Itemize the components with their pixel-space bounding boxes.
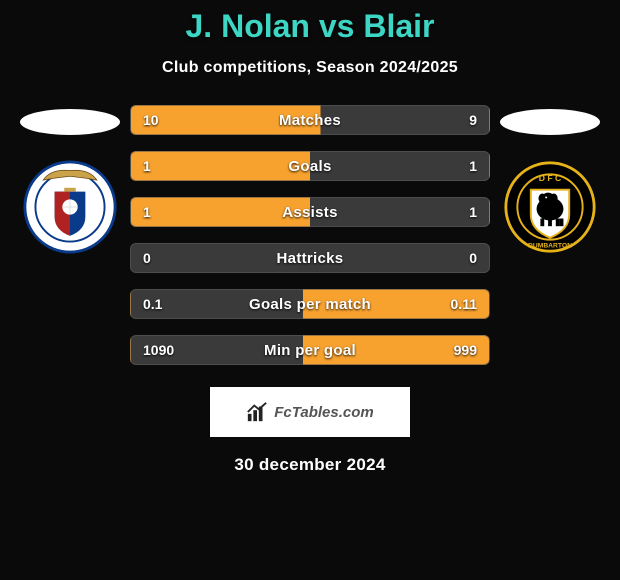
subtitle: Club competitions, Season 2024/2025 — [0, 59, 620, 77]
dumbarton-crest-icon: D F C DUMBARTON — [502, 159, 598, 255]
vs-label: vs — [319, 8, 355, 44]
player1-club-crest — [22, 159, 118, 255]
stat-bar: 1 Assists 1 — [130, 197, 490, 227]
stat-right-value: 0 — [433, 250, 477, 266]
stat-label: Matches — [279, 112, 341, 129]
player2-flag — [500, 109, 600, 135]
stat-left-value: 0.1 — [143, 296, 187, 312]
page-title: J. Nolan vs Blair — [0, 8, 620, 45]
stat-bar: 1090 Min per goal 999 — [130, 335, 490, 365]
right-column: D F C DUMBARTON — [490, 105, 610, 255]
stat-right-value: 1 — [433, 204, 477, 220]
stat-bar: 10 Matches 9 — [130, 105, 490, 135]
stat-label: Min per goal — [264, 342, 356, 359]
stat-label: Hattricks — [277, 250, 344, 267]
stat-left-value: 1 — [143, 204, 187, 220]
footer-text: FcTables.com — [274, 404, 373, 421]
comparison-card: J. Nolan vs Blair Club competitions, Sea… — [0, 0, 620, 580]
stat-bar: 1 Goals 1 — [130, 151, 490, 181]
stat-bar: 0.1 Goals per match 0.11 — [130, 289, 490, 319]
svg-text:D F C: D F C — [539, 173, 562, 183]
stat-left-value: 0 — [143, 250, 187, 266]
chart-icon — [246, 401, 268, 423]
player2-club-crest: D F C DUMBARTON — [502, 159, 598, 255]
stat-right-value: 999 — [433, 342, 477, 358]
inverness-crest-icon — [22, 159, 118, 255]
date-line: 30 december 2024 — [0, 455, 620, 475]
left-column — [10, 105, 130, 255]
stat-label: Goals — [288, 158, 331, 175]
stat-label: Goals per match — [249, 296, 371, 313]
stat-right-value: 9 — [433, 112, 477, 128]
main-row: 10Matches91Goals11Assists10Hattricks00.1… — [0, 105, 620, 365]
stats-column: 10Matches91Goals11Assists10Hattricks00.1… — [130, 105, 490, 365]
stat-label: Assists — [282, 204, 337, 221]
svg-text:DUMBARTON: DUMBARTON — [528, 242, 572, 249]
player1-flag — [20, 109, 120, 135]
stat-right-value: 0.11 — [433, 296, 477, 312]
footer-attribution[interactable]: FcTables.com — [210, 387, 410, 437]
player2-name: Blair — [363, 8, 434, 44]
stat-right-value: 1 — [433, 158, 477, 174]
player1-name: J. Nolan — [186, 8, 310, 44]
stat-left-value: 1090 — [143, 342, 187, 358]
stat-bar: 0 Hattricks 0 — [130, 243, 490, 273]
stat-left-value: 10 — [143, 112, 187, 128]
stat-left-value: 1 — [143, 158, 187, 174]
